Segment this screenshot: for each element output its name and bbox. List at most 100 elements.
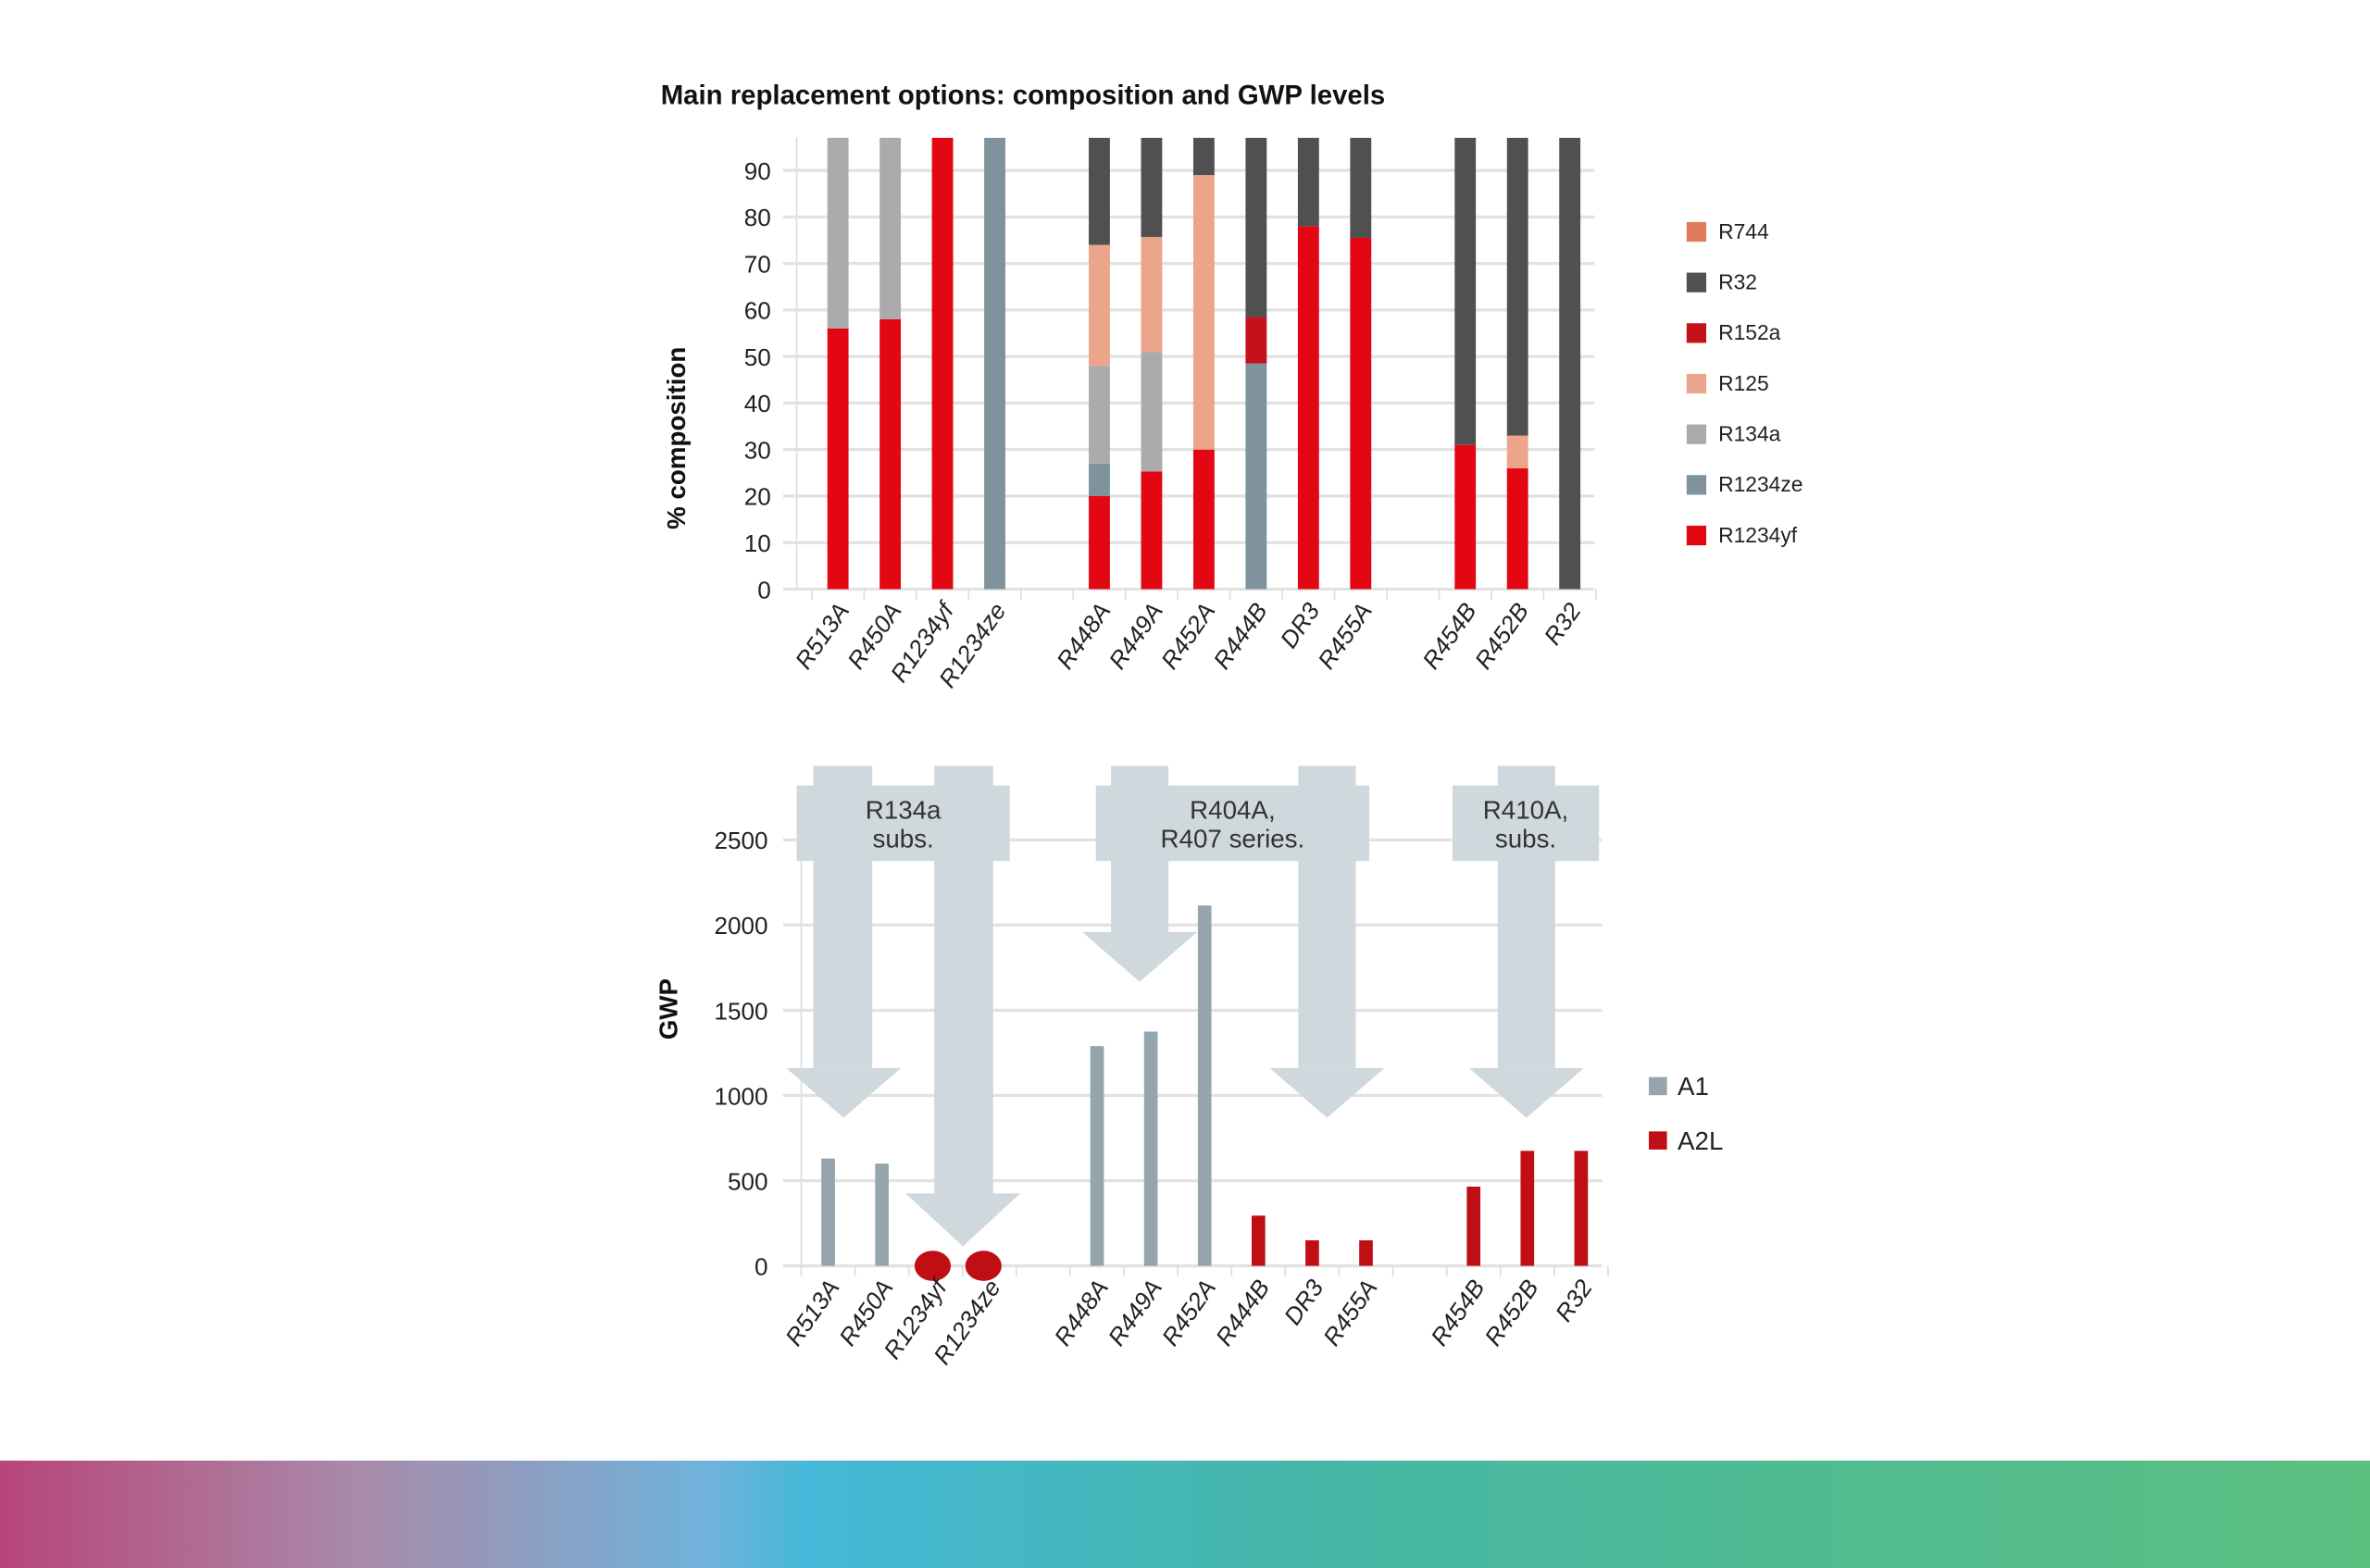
y-tick-label: 60 — [744, 297, 771, 325]
gwp-bar-R32 — [1574, 1151, 1589, 1266]
gwp-bar-R449A — [1143, 1031, 1158, 1266]
legend-label-R152a: R152a — [1718, 320, 1781, 344]
y-tick-label: 1000 — [714, 1082, 767, 1110]
y-tick-label: 500 — [728, 1167, 768, 1195]
bar-segment-R452B-R125 — [1506, 435, 1528, 468]
bar-segment-R448A-R125 — [1089, 244, 1110, 367]
legend-swatch-A1 — [1649, 1076, 1667, 1096]
composition-chart: 0102030405060708090R513AR450AR1234yfR123… — [744, 137, 1802, 692]
y-tick-label: 0 — [757, 576, 771, 604]
callout-arrow-head-icon — [1468, 1067, 1584, 1118]
legend-swatch-R32 — [1686, 272, 1707, 292]
x-tick-label: R455A — [1312, 598, 1377, 675]
bar-segment-R513A-R134a — [827, 137, 849, 329]
bar-segment-R444B-R32 — [1245, 137, 1267, 317]
callout-text: R404A, — [1190, 796, 1276, 825]
callout-text: subs. — [872, 825, 933, 853]
bar-segment-R452A-R32 — [1192, 137, 1215, 176]
x-tick-label: R455A — [1317, 1275, 1382, 1351]
y-tick-label: 10 — [744, 529, 771, 557]
bar-segment-R448A-R1234yf — [1089, 495, 1110, 590]
callout-text: subs. — [1495, 825, 1556, 853]
x-tick-label: R449A — [1103, 1275, 1167, 1351]
x-tick-label: R452A — [1156, 1275, 1221, 1351]
bar-segment-R452B-R1234yf — [1506, 467, 1528, 590]
legend-label-R125: R125 — [1718, 371, 1769, 395]
y-tick-label: 2000 — [714, 912, 767, 940]
legend-label-A2L: A2L — [1678, 1126, 1723, 1155]
legend-label-R1234yf: R1234yf — [1718, 523, 1798, 547]
x-tick-label: R449A — [1104, 598, 1168, 675]
legend-swatch-A2L — [1649, 1131, 1667, 1150]
gwp-chart: 05001000150020002500R134asubs.R404A,R407… — [714, 765, 1723, 1370]
bar-segment-R1234yf-R1234yf — [931, 137, 954, 590]
legend-swatch-R134a — [1686, 424, 1707, 444]
x-tick-label: DR3 — [1275, 597, 1326, 653]
bar-segment-R454B-R1234yf — [1454, 444, 1477, 590]
bar-segment-R448A-R32 — [1089, 137, 1110, 245]
legend-label-A1: A1 — [1678, 1072, 1709, 1101]
callout-arrow-head-icon — [905, 1193, 1021, 1247]
bar-segment-R32-R32 — [1559, 137, 1581, 590]
bar-segment-R452B-R32 — [1506, 137, 1528, 436]
legend-swatch-R152a — [1686, 323, 1707, 343]
x-tick-label: R444B — [1207, 598, 1272, 675]
bar-segment-R449A-R32 — [1141, 137, 1163, 237]
bar-segment-R450A-R1234yf — [879, 318, 902, 590]
bar-segment-R450A-R134a — [879, 137, 902, 319]
gwp-bar-R513A — [821, 1158, 835, 1266]
callout-box — [1095, 785, 1370, 862]
legend-label-R744: R744 — [1718, 219, 1769, 243]
x-tick-label: R513A — [790, 598, 854, 675]
y-tick-label: 80 — [744, 204, 771, 231]
decorative-gradient-band — [0, 1461, 2370, 1568]
legend-label-R32: R32 — [1718, 270, 1757, 294]
gwp-bar-DR3 — [1305, 1239, 1319, 1266]
bar-segment-R1234ze-R1234ze — [984, 137, 1005, 590]
y-tick-label: 1500 — [714, 997, 767, 1025]
x-tick-label: R448A — [1049, 1275, 1114, 1351]
y-tick-label: 50 — [744, 343, 771, 371]
y-tick-label: 90 — [744, 157, 771, 185]
legend-label-R1234ze: R1234ze — [1718, 472, 1802, 496]
gwp-marker-R1234yf — [914, 1251, 952, 1281]
gwp-bar-R450A — [875, 1164, 889, 1266]
callout-box — [796, 785, 1010, 862]
bar-segment-R513A-R1234yf — [827, 328, 849, 590]
x-tick-label: R32 — [1539, 597, 1587, 650]
legend-swatch-R125 — [1686, 373, 1707, 394]
gwp-marker-R1234ze — [965, 1251, 1002, 1281]
legend-swatch-R744 — [1686, 221, 1707, 243]
bar-segment-R444B-R152a — [1245, 317, 1267, 364]
y-tick-label: 30 — [744, 436, 771, 464]
x-tick-label: DR3 — [1279, 1274, 1329, 1329]
callout-arrow-head-icon — [1269, 1067, 1385, 1118]
gwp-bar-R452B — [1520, 1151, 1535, 1266]
x-tick-label: R454B — [1416, 598, 1481, 675]
y-tick-label: 70 — [744, 250, 771, 278]
bar-segment-R449A-R134a — [1141, 352, 1163, 472]
legend-swatch-R1234ze — [1686, 475, 1707, 495]
chart-title: Main replacement options: composition an… — [661, 81, 1386, 111]
bar-segment-R448A-R134a — [1089, 366, 1110, 464]
legend-swatch-R1234yf — [1686, 525, 1707, 546]
callout-text: R410A, — [1483, 796, 1569, 825]
x-tick-label: R452B — [1478, 1275, 1543, 1351]
gwp-bar-R454B — [1466, 1187, 1481, 1266]
gwp-bar-R444B — [1251, 1215, 1266, 1266]
bar-segment-R444B-R1234ze — [1245, 363, 1267, 590]
gwp-bar-R455A — [1359, 1239, 1373, 1266]
bar-segment-R449A-R125 — [1141, 236, 1163, 353]
y-tick-label: 0 — [755, 1252, 768, 1280]
bar-segment-R455A-R32 — [1350, 137, 1372, 238]
callout-arrow-head-icon — [1082, 931, 1198, 982]
x-tick-label: R32 — [1550, 1274, 1598, 1326]
bar-segment-R449A-R1234yf — [1141, 471, 1163, 590]
y-axis-label-gwp: GWP — [655, 978, 683, 1039]
x-tick-label: R513A — [780, 1275, 844, 1351]
x-tick-label: R448A — [1051, 598, 1116, 675]
gwp-bar-R452A — [1197, 905, 1212, 1266]
x-tick-label: R454B — [1425, 1275, 1490, 1351]
callout-text: R134a — [866, 796, 942, 825]
